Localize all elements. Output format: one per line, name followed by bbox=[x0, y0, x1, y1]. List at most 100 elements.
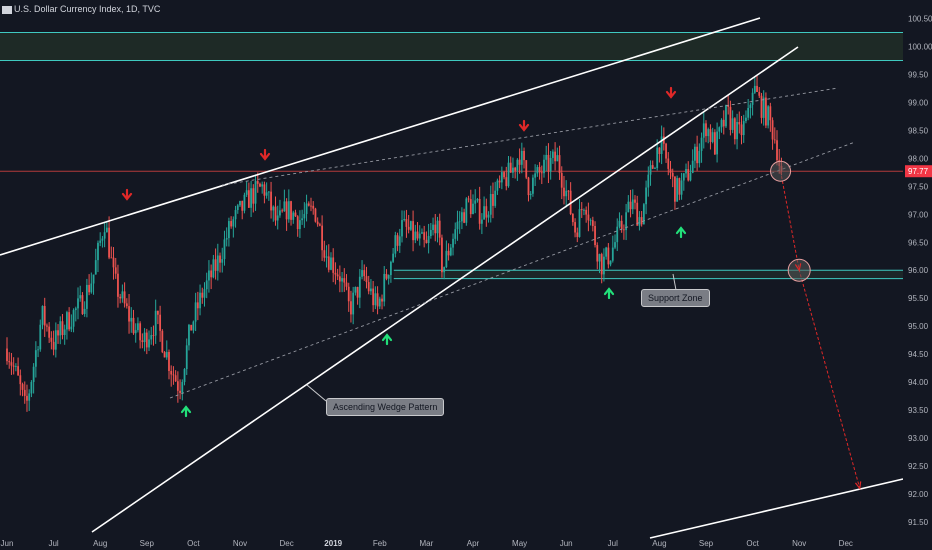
candle-body bbox=[130, 317, 133, 322]
upper-channel-dashed bbox=[221, 87, 839, 186]
x-tick-label: Dec bbox=[839, 539, 853, 548]
candle-body bbox=[181, 381, 184, 393]
support-zone-label: Support Zone bbox=[641, 289, 710, 307]
candle-body bbox=[281, 210, 284, 212]
candle-body bbox=[292, 212, 295, 220]
candle-body bbox=[46, 325, 48, 327]
candle-body bbox=[640, 217, 643, 225]
candle-body bbox=[228, 221, 230, 239]
candle-body bbox=[753, 85, 756, 93]
candle-body bbox=[105, 227, 108, 233]
ascending-wedge-label: Ascending Wedge Pattern bbox=[326, 398, 445, 416]
candle-body bbox=[103, 232, 106, 239]
candle-body bbox=[682, 173, 685, 181]
candle-body bbox=[219, 255, 221, 263]
candle-body bbox=[283, 201, 286, 212]
candle-body bbox=[469, 199, 472, 215]
candle-body bbox=[474, 200, 477, 204]
candle-body bbox=[720, 119, 723, 128]
candle-body bbox=[119, 296, 122, 299]
candle-body bbox=[156, 310, 159, 315]
candle-body bbox=[334, 272, 337, 275]
candle-body bbox=[270, 191, 272, 211]
candle-body bbox=[134, 330, 137, 334]
candle-body bbox=[647, 174, 650, 188]
candle-body bbox=[567, 190, 570, 192]
candle-body bbox=[620, 220, 623, 230]
last-price-tag bbox=[905, 165, 932, 178]
candle-body bbox=[174, 375, 177, 382]
candle-body bbox=[498, 180, 501, 183]
candle-body bbox=[705, 123, 707, 137]
candle-body bbox=[159, 314, 162, 331]
candle-body bbox=[627, 201, 630, 213]
candle-body bbox=[611, 247, 614, 261]
candle-body bbox=[591, 220, 594, 227]
candle-body bbox=[736, 121, 738, 140]
candle-body bbox=[361, 270, 363, 277]
candle-body bbox=[776, 140, 778, 161]
price-axis[interactable]: 91.50 92.00 92.50 93.00 93.50 94.00 94.50 95.00… bbox=[903, 0, 932, 550]
candle-body bbox=[558, 155, 561, 174]
candle-body bbox=[518, 159, 521, 165]
time-axis[interactable]: Jun Jul Aug Sep Oct Nov Dec 2019 Feb Mar Apr May Jun… bbox=[1, 539, 853, 548]
candle-body bbox=[385, 273, 388, 279]
candle-body bbox=[17, 366, 19, 376]
candle-body bbox=[463, 212, 466, 223]
y-tick-label: 93.00 bbox=[908, 434, 929, 443]
candle-body bbox=[583, 209, 585, 211]
candle-body bbox=[649, 165, 652, 175]
candle-body bbox=[161, 330, 164, 353]
candle-body bbox=[23, 389, 26, 396]
candle-body bbox=[223, 239, 226, 260]
candle-body bbox=[188, 324, 190, 346]
y-tick-label: 97.50 bbox=[908, 182, 929, 191]
candle-body bbox=[665, 143, 667, 159]
candle-body bbox=[596, 245, 599, 262]
candle-body bbox=[443, 267, 446, 273]
candle-body bbox=[83, 308, 86, 314]
candle-body bbox=[609, 260, 612, 265]
candle-body bbox=[467, 198, 470, 200]
candle-body bbox=[392, 253, 395, 262]
candle-body bbox=[625, 212, 628, 231]
candle-body bbox=[148, 339, 150, 348]
sell-arrow-icon bbox=[665, 86, 677, 99]
candle-body bbox=[239, 200, 241, 206]
sell-arrow-icon bbox=[121, 188, 133, 201]
candle-body bbox=[216, 255, 219, 271]
candle-body bbox=[773, 139, 776, 141]
candle-body bbox=[172, 374, 175, 376]
candle-body bbox=[381, 298, 383, 302]
candle-body bbox=[259, 183, 261, 187]
candle-body bbox=[389, 261, 392, 276]
candle-body bbox=[285, 201, 288, 220]
candle-body bbox=[449, 247, 452, 256]
candle-body bbox=[532, 177, 534, 194]
candle-body bbox=[691, 160, 694, 173]
candle-body bbox=[143, 332, 146, 343]
candle-body bbox=[429, 230, 432, 237]
candle-body bbox=[545, 154, 548, 160]
candle-body bbox=[438, 220, 441, 238]
candle-body bbox=[79, 295, 82, 299]
candle-body bbox=[600, 254, 603, 275]
candle-body bbox=[350, 301, 352, 315]
candle-body bbox=[523, 150, 525, 161]
candle-body bbox=[436, 220, 439, 234]
candle-body bbox=[63, 329, 66, 336]
candle-body bbox=[461, 212, 463, 222]
candle-body bbox=[145, 332, 148, 348]
candle-body bbox=[622, 229, 625, 231]
candle-body bbox=[99, 240, 102, 243]
candle-body bbox=[749, 104, 752, 108]
y-tick-label: 94.00 bbox=[908, 378, 929, 387]
y-tick-label: 98.50 bbox=[908, 126, 929, 135]
candle-body bbox=[489, 193, 492, 215]
candle-body bbox=[713, 132, 716, 155]
candle-body bbox=[589, 220, 592, 222]
highlight-zones bbox=[0, 31, 903, 280]
candle-body bbox=[645, 187, 647, 205]
candle-body bbox=[256, 181, 259, 184]
